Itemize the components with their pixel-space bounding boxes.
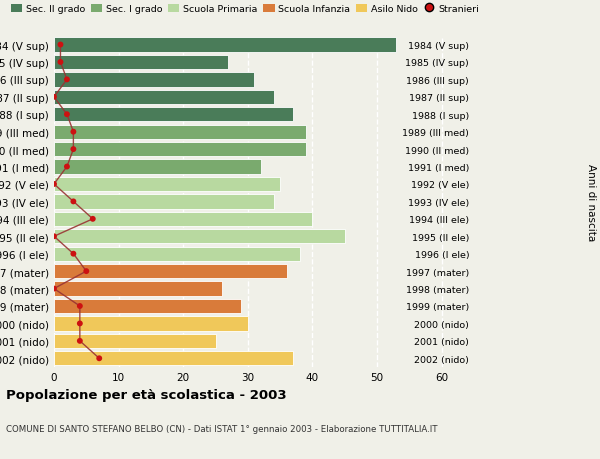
- Bar: [54, 73, 254, 87]
- Bar: [54, 90, 274, 105]
- Point: [68, 129, 78, 136]
- Bar: [54, 334, 215, 348]
- Point: [68, 198, 78, 206]
- Point: [49, 285, 59, 292]
- Point: [75, 337, 85, 345]
- Bar: [54, 264, 287, 279]
- Point: [68, 251, 78, 258]
- Bar: [54, 178, 280, 192]
- Point: [56, 59, 65, 67]
- Text: Anni di nascita: Anni di nascita: [586, 163, 596, 241]
- Bar: [54, 56, 229, 70]
- Point: [75, 302, 85, 310]
- Point: [75, 320, 85, 327]
- Legend: Sec. II grado, Sec. I grado, Scuola Primaria, Scuola Infanzia, Asilo Nido, Stran: Sec. II grado, Sec. I grado, Scuola Prim…: [11, 5, 479, 14]
- Text: Popolazione per età scolastica - 2003: Popolazione per età scolastica - 2003: [6, 388, 287, 401]
- Point: [49, 233, 59, 241]
- Text: COMUNE DI SANTO STEFANO BELBO (CN) - Dati ISTAT 1° gennaio 2003 - Elaborazione T: COMUNE DI SANTO STEFANO BELBO (CN) - Dat…: [6, 425, 437, 434]
- Bar: [54, 352, 293, 366]
- Point: [49, 94, 59, 101]
- Point: [68, 146, 78, 153]
- Bar: [54, 317, 248, 331]
- Bar: [54, 282, 222, 296]
- Point: [88, 216, 98, 223]
- Bar: [54, 38, 397, 52]
- Point: [62, 163, 72, 171]
- Bar: [54, 125, 306, 140]
- Bar: [54, 195, 274, 209]
- Bar: [54, 299, 241, 313]
- Point: [82, 268, 91, 275]
- Point: [62, 77, 72, 84]
- Point: [49, 181, 59, 188]
- Bar: [54, 230, 345, 244]
- Point: [94, 355, 104, 362]
- Bar: [54, 143, 306, 157]
- Bar: [54, 160, 261, 174]
- Point: [56, 42, 65, 49]
- Bar: [54, 212, 313, 226]
- Bar: [54, 247, 299, 261]
- Point: [62, 112, 72, 119]
- Bar: [54, 108, 293, 122]
